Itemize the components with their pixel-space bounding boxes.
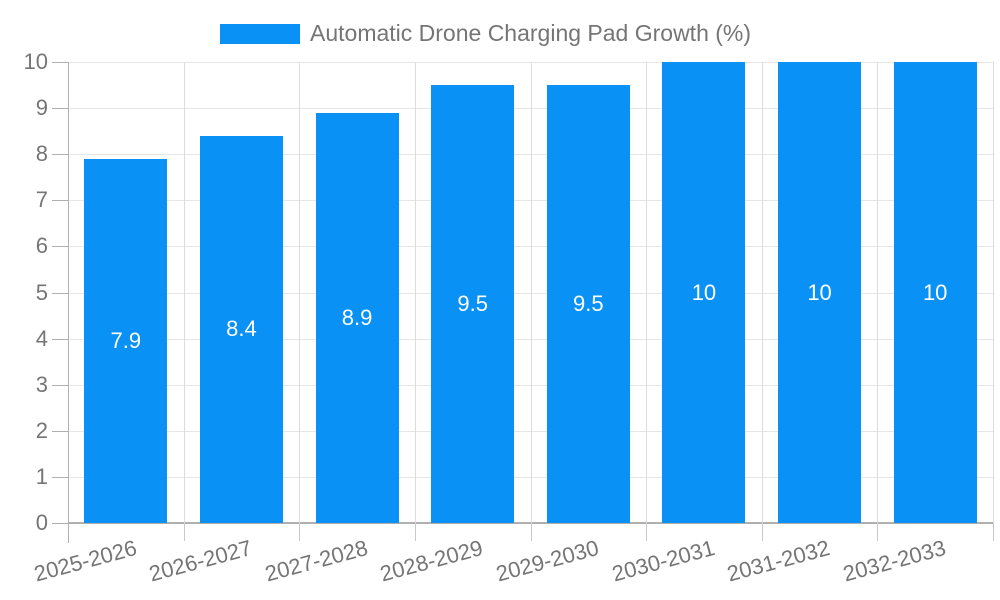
bar-value-label: 10 bbox=[691, 279, 717, 305]
x-axis-tick bbox=[530, 523, 532, 541]
bar[interactable] bbox=[431, 85, 515, 523]
bar-value-label: 9.5 bbox=[457, 291, 488, 317]
x-axis-tick bbox=[877, 523, 879, 541]
gridline bbox=[993, 62, 994, 523]
x-axis-label: 2028-2029 bbox=[377, 535, 486, 587]
bar-value-label: 9.5 bbox=[573, 291, 604, 317]
bar[interactable] bbox=[315, 112, 399, 523]
gridline bbox=[646, 62, 648, 523]
bar[interactable] bbox=[199, 135, 283, 523]
y-axis-tick bbox=[52, 430, 68, 432]
x-axis-label: 2026-2027 bbox=[146, 535, 255, 587]
x-axis-tick bbox=[993, 523, 994, 541]
gridline bbox=[761, 62, 763, 523]
y-axis-line bbox=[68, 62, 69, 543]
y-axis-tick bbox=[52, 154, 68, 156]
y-axis-tick bbox=[52, 523, 68, 524]
x-axis-tick bbox=[646, 523, 648, 541]
y-axis-label: 10 bbox=[23, 49, 48, 74]
y-axis-label: 5 bbox=[35, 279, 48, 305]
bar-value-label: 8.9 bbox=[341, 304, 373, 330]
gridline bbox=[299, 62, 301, 523]
x-axis-tick bbox=[414, 523, 416, 541]
gridline bbox=[183, 62, 185, 523]
bar[interactable] bbox=[546, 85, 630, 523]
y-axis-label: 9 bbox=[35, 95, 48, 121]
bar-value-label: 10 bbox=[922, 279, 948, 305]
gridline bbox=[877, 62, 879, 523]
legend-label: Automatic Drone Charging Pad Growth (%) bbox=[310, 20, 752, 46]
gridline bbox=[414, 62, 416, 523]
x-axis-tick bbox=[761, 523, 763, 541]
bar[interactable] bbox=[84, 158, 168, 523]
x-axis-label: 2032-2033 bbox=[840, 535, 949, 587]
chart-legend-item[interactable]: Automatic Drone Charging Pad Growth (%) bbox=[220, 20, 751, 47]
x-axis-tick bbox=[183, 523, 185, 541]
y-axis-label: 2 bbox=[35, 417, 48, 443]
y-axis-label: 0 bbox=[35, 510, 48, 535]
bar[interactable] bbox=[778, 62, 862, 523]
y-axis-label: 6 bbox=[35, 233, 48, 259]
x-axis-tick bbox=[299, 523, 301, 541]
y-axis-tick bbox=[52, 246, 68, 248]
x-axis-label: 2027-2028 bbox=[262, 535, 371, 587]
bar-value-label: 8.4 bbox=[226, 316, 257, 342]
y-axis-tick bbox=[52, 292, 68, 294]
y-axis-label: 4 bbox=[35, 325, 48, 351]
x-axis-label: 2030-2031 bbox=[609, 535, 718, 587]
y-axis-tick bbox=[52, 62, 68, 63]
bar[interactable] bbox=[893, 62, 977, 523]
legend-swatch-icon bbox=[220, 23, 300, 44]
x-axis-label: 2031-2032 bbox=[724, 535, 833, 587]
bar-value-label: 10 bbox=[807, 279, 832, 305]
y-axis-label: 7 bbox=[35, 187, 48, 213]
bar-value-label: 7.9 bbox=[110, 327, 142, 353]
y-axis-tick bbox=[52, 384, 68, 386]
y-axis-tick bbox=[52, 476, 68, 478]
y-axis-tick bbox=[52, 200, 68, 202]
y-axis-label: 1 bbox=[35, 463, 48, 489]
gridline bbox=[530, 62, 532, 523]
x-axis-label: 2025-2026 bbox=[30, 535, 140, 587]
y-axis-tick bbox=[52, 108, 68, 110]
y-axis-tick bbox=[52, 338, 68, 340]
y-axis-label: 8 bbox=[35, 141, 48, 167]
x-axis-label: 2029-2030 bbox=[493, 535, 602, 587]
y-axis-label: 3 bbox=[35, 371, 48, 397]
bar[interactable] bbox=[662, 62, 746, 523]
